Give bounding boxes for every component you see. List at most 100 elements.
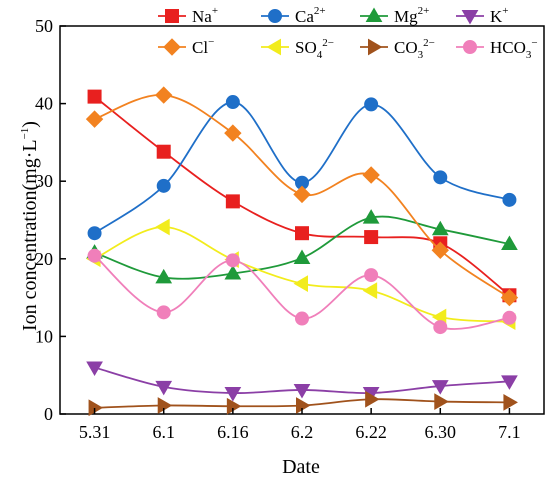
data-point [296, 397, 311, 414]
series-ca [87, 95, 517, 241]
legend-label-sup: + [212, 5, 218, 17]
data-point [86, 361, 103, 376]
legend-label: Cl− [192, 36, 214, 57]
data-point [225, 95, 240, 110]
y-tick-label: 40 [35, 94, 53, 114]
legend-label-sup: 2+ [418, 5, 430, 17]
data-point [225, 194, 240, 209]
data-point [500, 288, 519, 307]
data-point [88, 399, 104, 417]
data-point [362, 282, 378, 299]
plot-border [59, 25, 545, 415]
data-point [433, 170, 448, 185]
legend-item: Ca2+ [261, 5, 326, 26]
y-tick-label: 10 [35, 326, 53, 346]
x-tick-label: 6.16 [217, 422, 249, 442]
y-title-end: ) [19, 121, 41, 128]
legend: Na+ Ca2+ Mg2+ K+Cl− SO42− CO32− HCO3− [158, 5, 538, 61]
legend-swatch-marker [268, 9, 282, 23]
data-point [364, 230, 379, 245]
data-point [364, 268, 379, 283]
legend-swatch-marker [368, 38, 383, 56]
legend-item: Na+ [158, 5, 218, 26]
legend-label-name: CO [394, 38, 418, 57]
legend-label-sub: 3 [526, 49, 532, 61]
data-point [431, 241, 449, 259]
y-tick-label: 0 [44, 404, 53, 424]
x-tick-label: 6.22 [355, 422, 387, 442]
plot-frame [59, 25, 545, 415]
data-point [431, 220, 449, 236]
data-point [224, 124, 242, 142]
x-tick-label: 6.1 [152, 422, 175, 442]
data-point [295, 226, 309, 241]
data-point [293, 275, 308, 292]
y-tick-label: 50 [35, 16, 53, 36]
data-point [156, 144, 171, 159]
legend-item: SO42− [261, 37, 334, 61]
series-k [86, 361, 518, 402]
data-point [87, 226, 102, 241]
data-point [293, 383, 311, 399]
legend-swatch-marker [461, 10, 479, 25]
data-point [434, 393, 449, 410]
data-point [224, 265, 242, 280]
data-point [225, 253, 240, 268]
y-tick-label: 20 [35, 249, 53, 269]
legend-label-name: Ca [295, 7, 314, 26]
y-title-text: Ion concentration(mg·L [19, 139, 41, 331]
legend-label-sup: 2− [322, 37, 334, 49]
data-point [502, 192, 517, 207]
legend-item: Cl− [158, 36, 214, 57]
axis-ticks: 0 10 20 30 40 50 5.31 6.1 6.16 6.2 6.22 6.30 7.1 [35, 16, 521, 442]
legend-label-sub: 4 [317, 49, 323, 61]
legend-swatch-marker [463, 40, 477, 54]
data-point [155, 86, 173, 104]
x-tick-label: 5.31 [79, 422, 111, 442]
data-point [502, 310, 517, 325]
series-co [88, 390, 518, 417]
data-point [365, 390, 380, 408]
legend-label-name: Cl [192, 38, 208, 57]
x-tick-label: 6.30 [425, 422, 457, 442]
legend-label-name: Na [192, 7, 212, 26]
data-point [226, 397, 242, 415]
legend-swatch-marker [365, 7, 383, 22]
y-title-sup: −1 [19, 128, 31, 140]
data-point [157, 397, 173, 414]
legend-label-name: HCO [490, 38, 526, 57]
series-line [94, 101, 510, 234]
series-hco [87, 248, 517, 335]
data-point [431, 380, 449, 395]
legend-label-name: Mg [394, 7, 418, 26]
data-point [293, 249, 311, 265]
data-point [155, 268, 173, 284]
legend-item: HCO3− [456, 37, 538, 61]
data-point [362, 209, 380, 224]
data-point [433, 320, 448, 335]
legend-item: Mg2+ [360, 5, 429, 26]
series-mg [86, 209, 518, 284]
data-point [362, 166, 380, 184]
legend-item: CO32− [360, 37, 435, 61]
legend-label-sup: 2− [423, 37, 435, 49]
data-point [85, 110, 104, 128]
y-tick-label: 30 [35, 171, 53, 191]
data-point [156, 305, 171, 320]
legend-label: K+ [490, 5, 509, 26]
data-point [364, 97, 379, 112]
legend-label: SO42− [295, 37, 334, 61]
legend-label: HCO3− [490, 37, 538, 61]
data-point [501, 375, 518, 390]
data-point [224, 387, 242, 402]
data-point [155, 218, 170, 236]
data-point [293, 185, 311, 204]
y-axis-title: Ion concentration(mg·L−1) [19, 121, 41, 331]
data-point [295, 311, 309, 326]
data-point [501, 235, 518, 251]
legend-label: Mg2+ [394, 5, 429, 26]
data-point [87, 248, 102, 263]
legend-label-sup: 2+ [314, 5, 326, 17]
data-point [155, 380, 173, 396]
